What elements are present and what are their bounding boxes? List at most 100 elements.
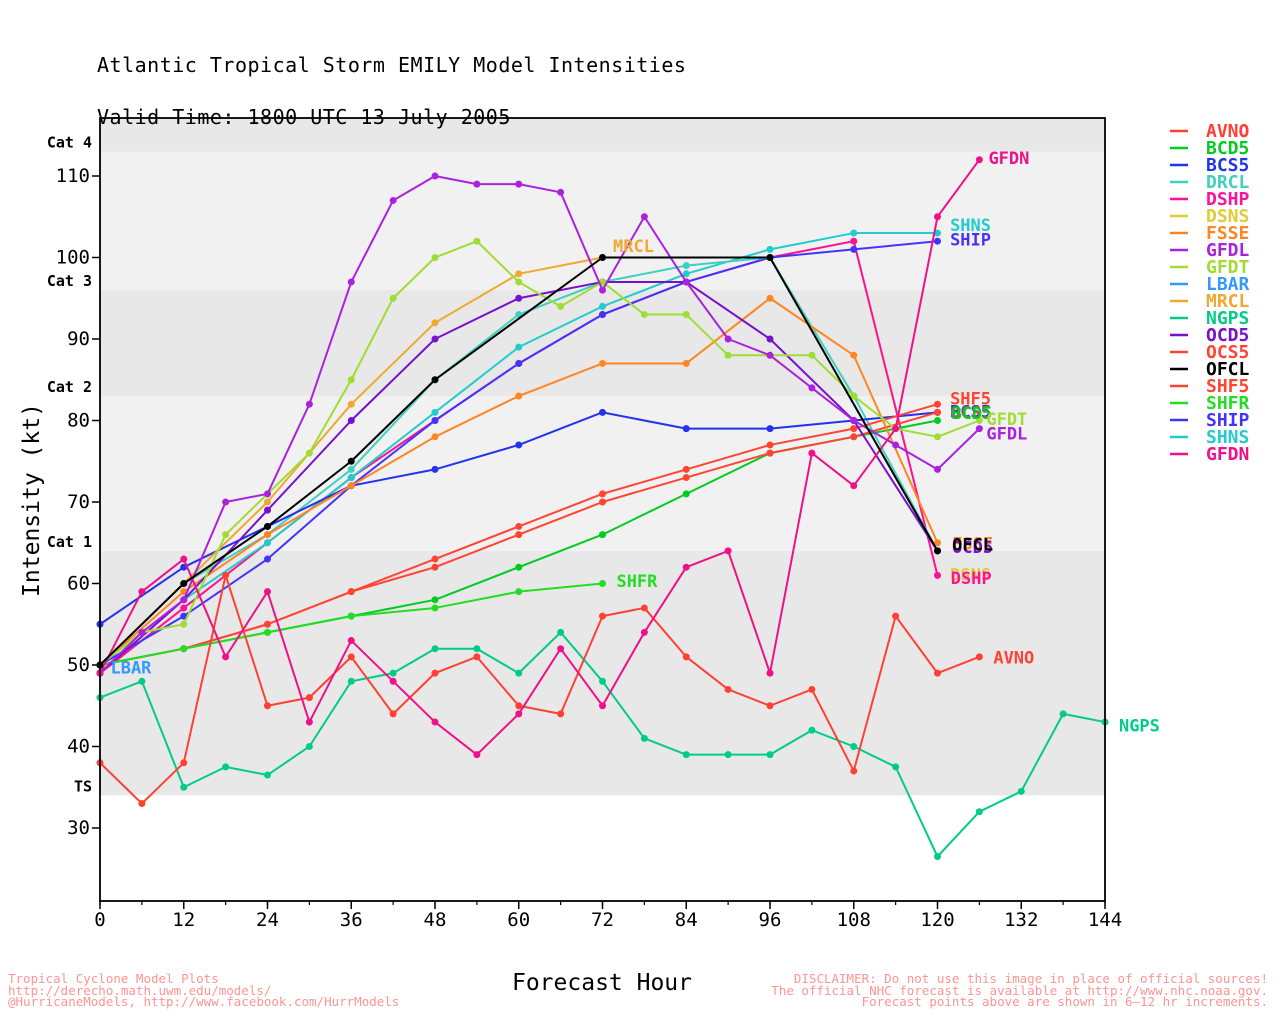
series-point-SHIP — [264, 555, 271, 563]
category-label-cat-4: Cat 4 — [47, 134, 92, 152]
series-point-GFDT — [389, 294, 397, 302]
series-point-SHFR — [599, 580, 606, 587]
series-point-GFDN — [222, 653, 230, 661]
series-point-MRCL — [431, 319, 439, 327]
chart-label-SHIP: SHIP — [950, 231, 991, 251]
series-point-GFDN — [934, 213, 941, 221]
series-point-GFDL — [682, 278, 690, 286]
series-point-NGPS — [1059, 710, 1067, 718]
category-label-cat-3: Cat 3 — [47, 272, 92, 290]
chart-label-GFDL: GFDL — [986, 425, 1027, 445]
series-point-GFDT — [640, 311, 648, 319]
series-point-NGPS — [473, 645, 481, 653]
series-point-NGPS — [180, 783, 188, 791]
series-point-GFDL — [766, 351, 774, 359]
series-point-NGPS — [264, 771, 271, 779]
series-point-FSSE — [934, 539, 941, 547]
series-point-OFCL — [599, 254, 606, 261]
series-GFDL — [96, 172, 983, 677]
chart-label-OFCL: OFCL — [952, 535, 993, 555]
legend-label-SHIP: SHIP — [1206, 410, 1250, 431]
legend-item-SHFR: SHFR — [1170, 393, 1250, 414]
series-point-SHF5 — [347, 588, 355, 596]
series-point-OFCL — [766, 254, 774, 261]
series-point-NGPS — [389, 669, 397, 677]
disclaimer-line-3: Forecast points above are shown in 6–12 … — [861, 994, 1268, 1009]
series-point-BCD5 — [934, 417, 941, 424]
chart-label-FSSE: FSSE — [952, 535, 993, 555]
series-point-GFDT — [222, 531, 230, 539]
legend-label-DRCL: DRCL — [1206, 172, 1250, 193]
series-point-SHNS — [599, 302, 606, 310]
y-tick-label: 50 — [67, 654, 90, 676]
series-line-OFCL — [99, 256, 939, 666]
series-point-SHNS — [766, 245, 774, 253]
chart-label-GFDN: GFDN — [988, 149, 1029, 169]
series-point-BCD5 — [515, 563, 523, 571]
series-point-SHF5 — [599, 490, 606, 498]
plot-frame — [99, 117, 1106, 902]
legend-label-MRCL: MRCL — [1206, 291, 1250, 312]
legend-item-LBAR: LBAR — [1170, 274, 1250, 295]
series-point-SHIP — [180, 612, 188, 620]
series-point-NGPS — [766, 751, 774, 759]
series-point-BCD5 — [431, 596, 439, 604]
legend-item-OFCL: OFCL — [1170, 359, 1250, 380]
series-point-AVNO — [934, 669, 941, 677]
series-point-GFDL — [640, 213, 648, 221]
series-point-DSHP — [934, 571, 941, 579]
legend-item-DSNS: DSNS — [1170, 206, 1249, 227]
series-point-OCD5 — [431, 335, 439, 343]
series-point-OCD5 — [347, 417, 355, 424]
series-point-GFDN — [724, 547, 732, 555]
series-point-NGPS — [850, 743, 858, 750]
series-OFCL — [96, 254, 941, 669]
category-label-ts: TS — [74, 777, 92, 795]
y-tick-label: 100 — [56, 247, 90, 269]
band-cat-4 — [100, 118, 1105, 152]
series-point-GFDL — [180, 596, 188, 604]
series-point-GFDT — [934, 433, 941, 441]
legend-label-BCS5: BCS5 — [1206, 155, 1249, 176]
chart-label-SHNS: SHNS — [950, 216, 991, 236]
series-point-FSSE — [850, 351, 858, 359]
x-tick-label: 12 — [172, 909, 195, 931]
legend-label-OFCL: OFCL — [1206, 359, 1250, 380]
legend-label-GFDN: GFDN — [1206, 444, 1249, 465]
x-tick-label: 120 — [920, 909, 954, 931]
series-point-AVNO — [975, 653, 983, 661]
legend-item-OCD5: OCD5 — [1170, 325, 1249, 346]
legend-label-GFDT: GFDT — [1206, 257, 1250, 278]
chart-subtitle: Valid Time: 1800 UTC 13 July 2005 — [97, 105, 511, 129]
series-point-GFDL — [473, 180, 481, 188]
series-point-BCS5 — [515, 441, 523, 449]
x-tick-label: 60 — [507, 909, 530, 931]
series-point-GFDT — [724, 351, 732, 359]
series-point-GFDL — [305, 400, 313, 408]
series-point-NGPS — [1017, 787, 1025, 795]
series-point-GFDL — [515, 180, 523, 188]
series-point-GFDN — [264, 588, 271, 596]
series-point-OCS5 — [682, 474, 690, 482]
series-point-GFDN — [850, 482, 858, 490]
series-FSSE — [96, 294, 941, 669]
legend-item-DSHP: DSHP — [1170, 189, 1250, 210]
legend-label-DSHP: DSHP — [1206, 189, 1250, 210]
series-point-FSSE — [682, 359, 690, 367]
x-tick-label: 36 — [340, 909, 363, 931]
series-point-AVNO — [808, 685, 816, 693]
series-point-GFDL — [347, 278, 355, 286]
series-point-GFDT — [975, 417, 983, 424]
series-point-NGPS — [222, 763, 230, 771]
chart-label-OCD5: OCD5 — [952, 538, 993, 558]
series-point-AVNO — [766, 702, 774, 710]
series-point-GFDL — [389, 196, 397, 204]
legend-item-SHNS: SHNS — [1170, 427, 1249, 448]
series-point-SHFR — [347, 612, 355, 620]
series-point-NGPS — [347, 677, 355, 685]
x-tick-label: 84 — [675, 909, 698, 931]
series-point-NGPS — [975, 808, 983, 816]
series-point-AVNO — [682, 653, 690, 661]
series-point-GFDN — [138, 588, 146, 596]
